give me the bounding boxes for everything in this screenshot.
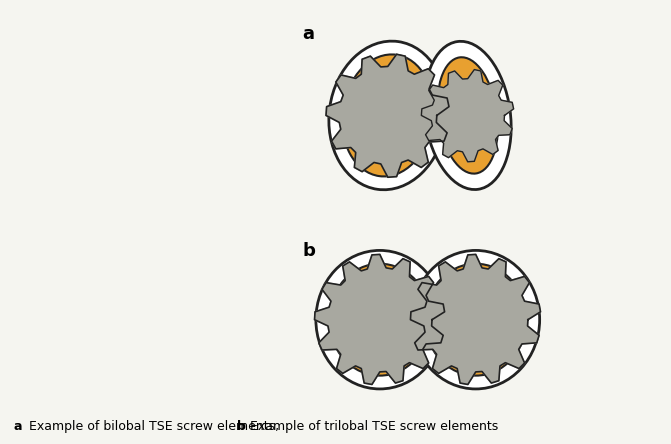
Ellipse shape — [437, 57, 498, 174]
Ellipse shape — [424, 41, 511, 190]
Polygon shape — [315, 254, 445, 385]
Ellipse shape — [329, 41, 447, 190]
Polygon shape — [421, 70, 513, 162]
Ellipse shape — [412, 250, 539, 389]
Text: Example of bilobal TSE screw elements;: Example of bilobal TSE screw elements; — [25, 420, 283, 433]
Ellipse shape — [425, 264, 526, 376]
Text: b: b — [237, 420, 246, 433]
Ellipse shape — [316, 250, 444, 389]
Polygon shape — [411, 254, 541, 385]
Text: a: a — [303, 25, 315, 43]
Ellipse shape — [342, 55, 433, 176]
Text: Example of trilobal TSE screw elements: Example of trilobal TSE screw elements — [246, 420, 499, 433]
Polygon shape — [326, 54, 449, 177]
Text: b: b — [303, 242, 315, 261]
Ellipse shape — [329, 264, 430, 376]
Text: a: a — [13, 420, 22, 433]
